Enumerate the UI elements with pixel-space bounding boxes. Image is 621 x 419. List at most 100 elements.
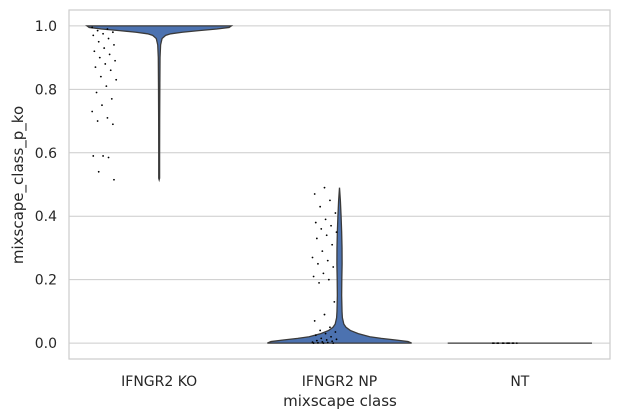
data-point bbox=[331, 340, 334, 343]
data-point bbox=[502, 342, 505, 345]
data-point bbox=[106, 28, 109, 30]
data-point bbox=[508, 342, 511, 345]
y-tick-label: 0.4 bbox=[35, 209, 57, 225]
data-point bbox=[320, 228, 323, 230]
data-point bbox=[321, 250, 324, 253]
data-point bbox=[335, 231, 338, 233]
data-point bbox=[335, 338, 338, 341]
data-point bbox=[512, 342, 515, 345]
data-point bbox=[330, 335, 332, 338]
data-point bbox=[322, 342, 325, 345]
data-point bbox=[323, 186, 326, 189]
data-point bbox=[327, 278, 330, 281]
data-point bbox=[102, 155, 104, 157]
data-point bbox=[107, 37, 110, 40]
x-tick-label: NT bbox=[510, 374, 529, 390]
data-point bbox=[103, 47, 106, 49]
y-tick-label: 0.2 bbox=[35, 273, 57, 289]
data-point bbox=[515, 342, 518, 345]
data-point bbox=[330, 224, 332, 227]
data-point bbox=[106, 116, 109, 119]
data-point bbox=[331, 243, 334, 246]
data-point bbox=[109, 69, 112, 72]
data-point bbox=[91, 110, 94, 113]
y-axis-label: mixscape_class_p_ko bbox=[9, 106, 28, 264]
data-point bbox=[95, 91, 98, 94]
data-point bbox=[319, 329, 322, 332]
data-point bbox=[497, 342, 500, 345]
data-point bbox=[329, 326, 331, 329]
x-tick-label: IFNGR2 KO bbox=[121, 374, 197, 390]
data-point bbox=[108, 53, 111, 56]
x-tick-labels: IFNGR2 KO IFNGR2 NP NT bbox=[121, 374, 530, 390]
axis-spines bbox=[68, 9, 611, 360]
violin-ifngr2-ko bbox=[85, 25, 234, 183]
y-tick-label: 0.8 bbox=[35, 82, 57, 98]
data-point bbox=[98, 56, 101, 59]
data-point bbox=[314, 221, 317, 224]
data-point bbox=[97, 170, 100, 173]
data-point bbox=[110, 97, 113, 100]
data-point bbox=[324, 218, 327, 221]
y-tick-labels: 0.0 0.2 0.4 0.6 0.8 1.0 bbox=[35, 19, 57, 352]
data-point bbox=[101, 104, 103, 107]
data-point bbox=[333, 300, 336, 303]
data-point bbox=[317, 341, 319, 344]
data-point bbox=[325, 234, 328, 237]
data-point bbox=[321, 340, 324, 343]
data-point bbox=[115, 78, 118, 81]
data-point bbox=[315, 237, 318, 240]
data-point bbox=[326, 341, 329, 344]
data-point bbox=[329, 199, 331, 202]
plot-frame bbox=[68, 9, 611, 360]
data-point bbox=[104, 63, 107, 65]
data-point bbox=[324, 332, 327, 335]
x-tick-label: IFNGR2 NP bbox=[302, 374, 378, 390]
data-point bbox=[312, 275, 315, 278]
violins bbox=[85, 25, 592, 344]
x-axis-label: mixscape class bbox=[283, 392, 397, 410]
data-point bbox=[313, 193, 316, 195]
data-point bbox=[93, 50, 96, 53]
data-point bbox=[114, 59, 116, 62]
data-point bbox=[92, 155, 95, 157]
data-point bbox=[317, 262, 319, 265]
data-point bbox=[102, 32, 104, 35]
data-point bbox=[334, 212, 337, 214]
data-point bbox=[91, 26, 94, 29]
data-point bbox=[105, 85, 108, 88]
data-point bbox=[113, 178, 115, 181]
data-point bbox=[107, 156, 110, 159]
data-point bbox=[332, 342, 335, 345]
data-point bbox=[326, 259, 329, 262]
data-point bbox=[94, 66, 97, 69]
violin-ifngr2-np bbox=[267, 187, 412, 344]
data-point bbox=[314, 334, 317, 337]
data-point bbox=[313, 320, 316, 322]
data-point bbox=[311, 256, 314, 259]
data-point bbox=[113, 44, 115, 46]
data-point bbox=[96, 120, 99, 122]
data-point bbox=[99, 75, 102, 78]
y-tick-label: 0.0 bbox=[35, 336, 57, 352]
data-point bbox=[493, 342, 495, 345]
data-point bbox=[323, 313, 326, 316]
data-point bbox=[320, 337, 323, 340]
data-point bbox=[111, 31, 114, 34]
data-point bbox=[325, 339, 328, 341]
y-tick-label: 1.0 bbox=[35, 19, 57, 35]
data-point bbox=[92, 34, 95, 37]
data-point bbox=[322, 272, 325, 275]
data-point bbox=[315, 339, 318, 342]
data-point bbox=[97, 40, 100, 43]
data-point bbox=[334, 331, 337, 333]
data-point bbox=[332, 266, 335, 268]
data-point bbox=[318, 281, 320, 284]
strip-points bbox=[91, 26, 518, 345]
data-point bbox=[312, 342, 315, 345]
y-tick-label: 0.6 bbox=[35, 146, 57, 162]
data-point bbox=[319, 205, 322, 208]
data-point bbox=[96, 29, 99, 32]
